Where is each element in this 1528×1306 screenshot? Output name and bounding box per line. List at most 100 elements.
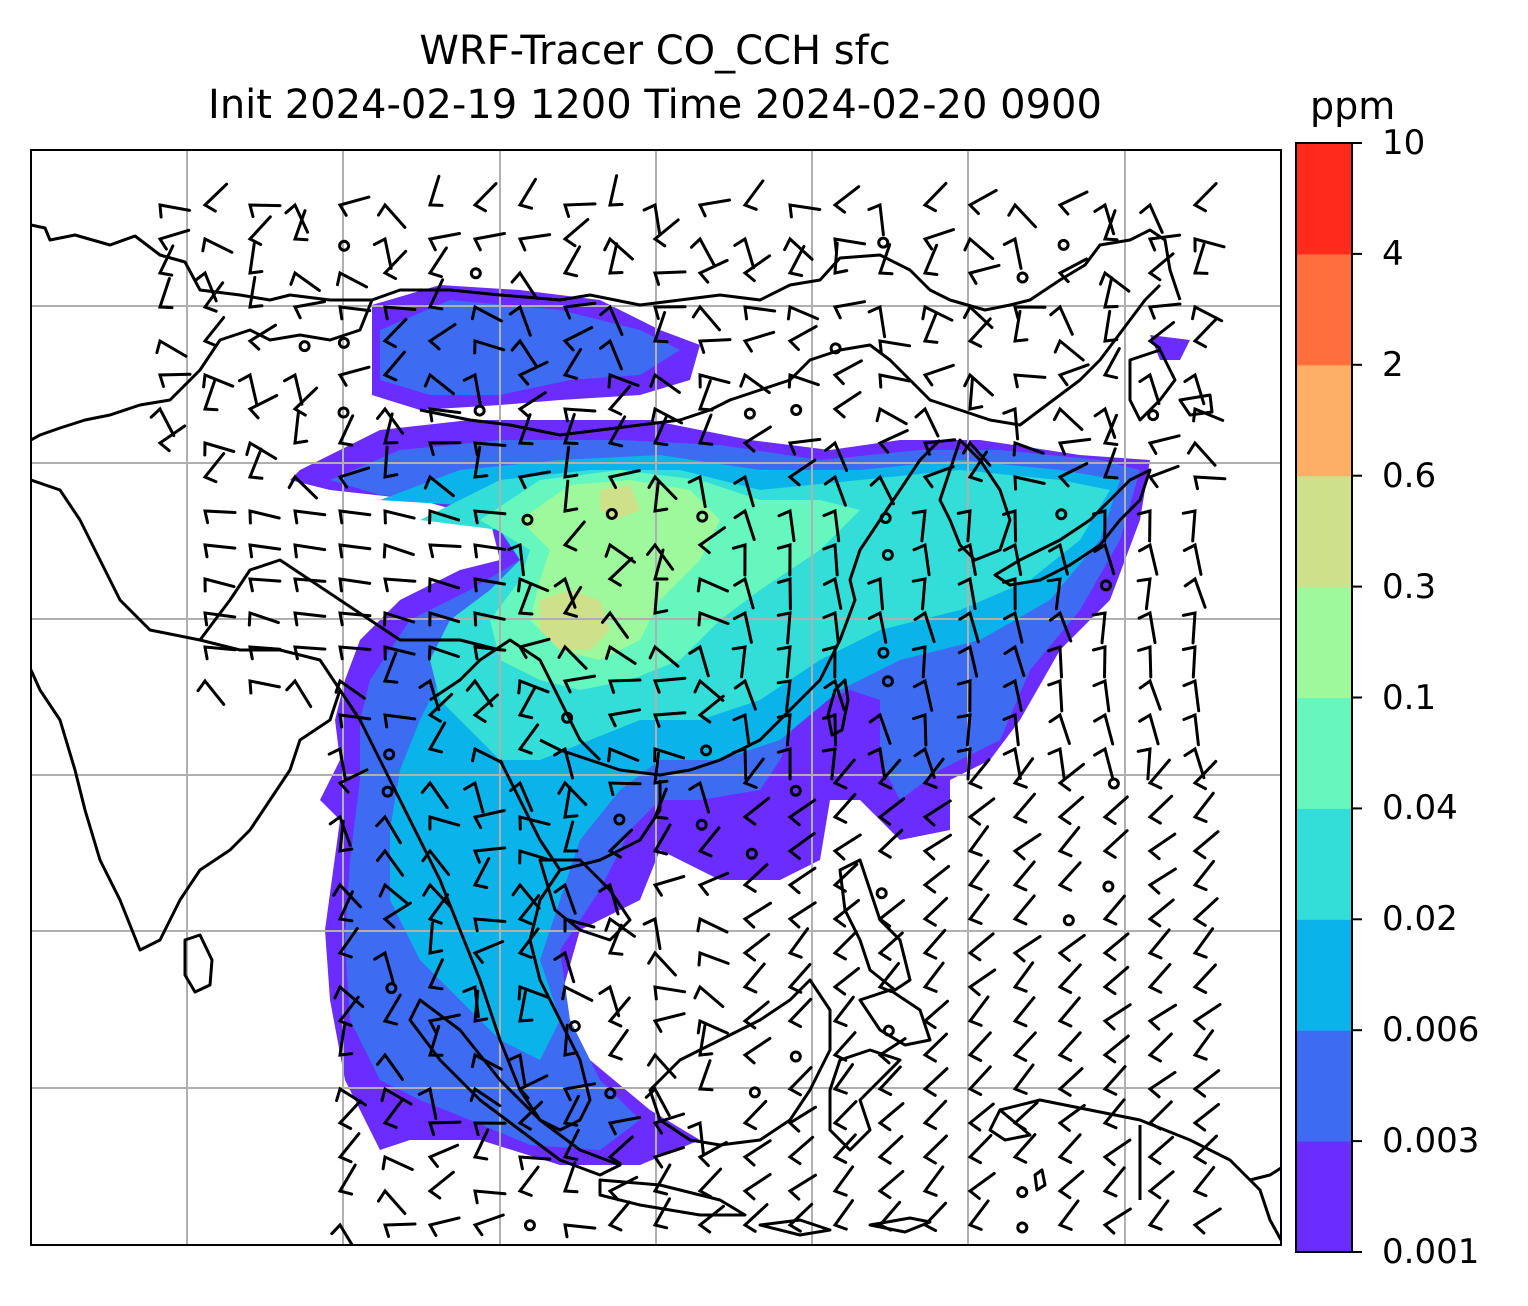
wind-barb-icon bbox=[877, 1037, 907, 1065]
wind-barb-icon bbox=[967, 1065, 992, 1096]
wind-barb-icon bbox=[196, 678, 226, 706]
wind-barb-icon bbox=[1181, 645, 1197, 679]
wind-barb-icon bbox=[1191, 304, 1224, 323]
wind-barb-icon bbox=[922, 896, 949, 927]
wind-barb-icon bbox=[608, 781, 642, 797]
wind-barb-icon bbox=[427, 174, 444, 207]
wind-barb-icon bbox=[1139, 202, 1164, 234]
wind-barb-icon bbox=[642, 916, 662, 951]
wind-barb-icon bbox=[427, 893, 450, 925]
wind-barb-icon bbox=[557, 780, 588, 807]
wind-barb-icon bbox=[1057, 1103, 1086, 1132]
wind-barb-icon bbox=[732, 610, 753, 644]
wind-barb-icon bbox=[1102, 1003, 1132, 1031]
wind-barb-icon bbox=[922, 928, 947, 960]
wind-barb-icon bbox=[652, 787, 669, 820]
wind-barb-icon bbox=[337, 768, 369, 794]
wind-barb-icon bbox=[334, 678, 366, 700]
wind-barb-icon bbox=[428, 815, 461, 831]
wind-barb-icon bbox=[1013, 373, 1047, 389]
wind-barb-icon bbox=[607, 1200, 631, 1232]
wind-barb-icon bbox=[786, 304, 820, 321]
wind-barb-icon bbox=[967, 263, 1001, 285]
wind-barb-icon bbox=[1147, 928, 1171, 960]
wind-barb-icon bbox=[733, 474, 755, 508]
wind-barb-icon bbox=[697, 379, 714, 412]
wind-barb-icon bbox=[472, 1213, 505, 1237]
wind-barb-icon bbox=[742, 863, 769, 893]
wind-barb-icon bbox=[1099, 270, 1131, 293]
wind-barb-icon bbox=[338, 509, 372, 525]
wind-barb-icon bbox=[877, 828, 904, 859]
wind-barb-icon bbox=[878, 373, 911, 389]
wind-barb-icon bbox=[1192, 1102, 1220, 1132]
calm-circle-icon bbox=[696, 510, 709, 523]
wind-barb-icon bbox=[1102, 894, 1126, 926]
wind-barb-icon bbox=[607, 708, 642, 728]
wind-barb-icon bbox=[511, 882, 541, 910]
wind-barb-icon bbox=[742, 962, 766, 994]
wind-barb-icon bbox=[1102, 932, 1130, 962]
wind-barb-icon bbox=[732, 746, 748, 781]
wind-barb-icon bbox=[1147, 434, 1181, 455]
wind-barb-icon bbox=[1012, 1133, 1037, 1164]
colorbar-tick-label: 0.003 bbox=[1382, 1121, 1480, 1162]
wind-barb-icon bbox=[1192, 830, 1220, 860]
wind-barb-icon bbox=[652, 1146, 685, 1169]
wind-barb-icon bbox=[832, 185, 861, 214]
wind-barb-icon bbox=[646, 542, 675, 571]
wind-barb-icon bbox=[1192, 859, 1215, 892]
wind-barb-icon bbox=[382, 1222, 417, 1238]
wind-barb-icon bbox=[1057, 795, 1085, 826]
calm-circle-icon bbox=[881, 675, 894, 688]
wind-barb-icon bbox=[956, 509, 972, 543]
wind-barb-icon bbox=[517, 1100, 544, 1131]
wind-barb-icon bbox=[607, 1135, 634, 1165]
wind-barb-icon bbox=[427, 644, 460, 661]
wind-barb-icon bbox=[421, 848, 451, 876]
wind-barb-icon bbox=[382, 1097, 405, 1129]
wind-barb-icon bbox=[787, 901, 817, 929]
wind-barb-icon bbox=[1092, 678, 1111, 713]
wind-barb-icon bbox=[922, 1165, 945, 1197]
wind-barb-icon bbox=[607, 556, 634, 587]
wind-barb-icon bbox=[742, 796, 770, 826]
wind-barb-icon bbox=[877, 1065, 902, 1096]
wind-barb-icon bbox=[967, 1134, 993, 1165]
wind-barb-icon bbox=[238, 372, 259, 406]
wind-barb-icon bbox=[967, 317, 992, 348]
wind-barb-icon bbox=[427, 721, 447, 754]
wind-barb-icon bbox=[922, 1201, 948, 1233]
wind-barb-icon bbox=[687, 1120, 705, 1155]
wind-barb-icon bbox=[1057, 933, 1086, 962]
wind-barb-icon bbox=[877, 1200, 902, 1232]
wind-barb-icon bbox=[428, 610, 461, 627]
wind-barb-icon bbox=[598, 882, 620, 916]
wind-barb-icon bbox=[922, 363, 955, 387]
wind-barb-icon bbox=[868, 712, 892, 745]
wind-barb-icon bbox=[1091, 509, 1107, 543]
wind-barb-icon bbox=[376, 406, 405, 435]
colorbar-segment bbox=[1296, 919, 1352, 1031]
calm-circle-icon bbox=[381, 785, 394, 798]
wind-barb-icon bbox=[473, 989, 489, 1023]
wind-barb-icon bbox=[913, 610, 936, 644]
wind-barb-icon bbox=[652, 414, 669, 447]
wind-barb-icon bbox=[739, 372, 771, 395]
wind-barb-icon bbox=[652, 311, 669, 344]
wind-barb-icon bbox=[1102, 413, 1119, 446]
wind-barb-icon bbox=[652, 1112, 686, 1135]
wind-barb-icon bbox=[293, 645, 327, 661]
wind-barb-icon bbox=[517, 583, 534, 616]
wind-barb-icon bbox=[1047, 644, 1063, 679]
wind-barb-icon bbox=[601, 610, 629, 639]
wind-barb-icon bbox=[742, 1139, 772, 1167]
wind-barb-icon bbox=[922, 961, 945, 993]
wind-barb-icon bbox=[338, 305, 372, 321]
wind-barb-icon bbox=[1012, 757, 1035, 789]
wind-barb-icon bbox=[652, 270, 687, 286]
wind-barb-icon bbox=[877, 758, 902, 790]
wind-barb-icon bbox=[376, 1052, 404, 1081]
wind-barb-icon bbox=[697, 1059, 714, 1092]
